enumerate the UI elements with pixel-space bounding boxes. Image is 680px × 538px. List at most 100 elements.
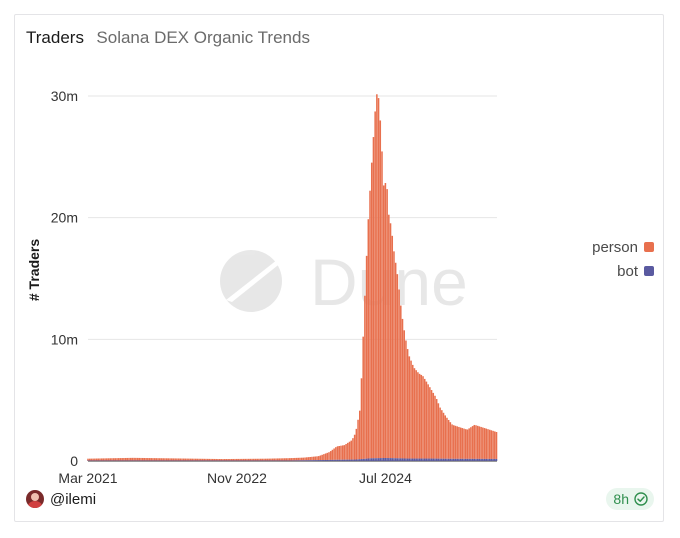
chart-title[interactable]: Traders [26,28,84,47]
legend-item-person[interactable]: person [592,236,654,260]
bar-bot [478,458,481,461]
bar-person [347,442,349,460]
bar-person [222,459,224,461]
bar-person [124,457,127,461]
bar-bot [317,460,320,461]
bar-bot [369,458,371,461]
bar-person [131,457,134,461]
bar-person [382,185,385,459]
bar-person [350,440,352,460]
bar-person [184,458,187,461]
bar-person [456,426,458,459]
bar-bot [470,458,472,461]
bar-person [487,429,489,459]
bar-person [398,289,400,459]
bar-person [294,457,296,461]
bar-person [348,441,351,460]
freshness-badge[interactable]: 8h [606,488,654,510]
bar-bot [442,458,445,461]
bar-bot [413,458,416,461]
bar-person [364,295,366,459]
bar-person [186,458,188,461]
bar-person [478,426,481,459]
bar-person [454,425,457,459]
bar-person [94,458,96,461]
bar-bot [422,458,424,461]
bar-bot [406,458,409,461]
bar-bot [444,458,447,461]
bar-person [235,458,238,461]
bar-person [133,457,135,461]
bar-bot [355,459,358,461]
bar-person [307,457,310,461]
bar-person [304,457,306,461]
bar-person [292,458,294,461]
bar-bot [302,460,305,461]
bar-bot [453,458,455,461]
bar-bot [483,458,486,461]
x-tick-label: Mar 2021 [58,470,117,486]
bar-person [384,182,387,458]
bar-person [106,458,108,461]
bar-bot [300,460,303,461]
bar-bot [401,458,404,461]
bar-person [429,387,431,459]
bar-person [282,458,284,461]
bar-person [107,458,110,461]
bar-person [401,318,404,459]
bar-person [317,456,320,461]
bar-bot [432,458,435,461]
x-axis: Mar 2021 Nov 2022 Jul 2024 [58,470,412,486]
bar-person [237,458,240,461]
bar-person [321,454,323,461]
bar-bot [360,459,363,461]
bar-person [194,458,197,461]
bar-person [316,456,318,461]
bar-person [453,425,455,459]
bar-person [427,384,429,459]
legend-swatch-bot [644,266,654,277]
bar-person [444,415,447,459]
bar-person [411,364,414,459]
bar-bot [430,458,433,461]
bar-person [340,445,342,460]
bar-person [362,336,364,459]
bar-bot [388,458,390,461]
bar-bot [386,458,388,461]
bar-bot [323,460,325,461]
bar-person [140,457,142,461]
bar-person [376,94,378,459]
author-username[interactable]: @ilemi [50,490,97,508]
bar-bot [336,459,339,461]
bar-person [369,190,371,459]
bar-bot [319,460,322,461]
bar-person [268,458,270,461]
bar-bot [292,460,294,461]
bar-bot [307,460,310,461]
bar-person [102,458,105,461]
bar-person [254,458,257,461]
bar-person [263,458,265,461]
bar-person [331,449,334,460]
bar-person [278,458,281,461]
bar-person [129,457,132,461]
legend-item-bot[interactable]: bot [592,260,654,284]
bar-person [388,214,390,459]
avatar-icon[interactable] [26,490,44,508]
bar-bot [299,460,301,461]
chart-header: Traders Solana DEX Organic Trends [26,28,310,48]
bar-person [249,458,252,461]
legend-label-person: person [592,239,638,256]
bar-person [417,372,419,459]
bar-person [169,458,171,461]
bar-person [403,330,405,459]
author[interactable]: @ilemi [26,489,96,509]
bar-person [177,458,180,461]
bar-person [270,458,272,461]
bar-person [264,458,267,461]
bar-person [210,458,212,461]
bar-person [336,446,339,460]
bar-person [374,111,376,459]
bar-person [389,223,392,459]
bar-bot [362,458,364,461]
